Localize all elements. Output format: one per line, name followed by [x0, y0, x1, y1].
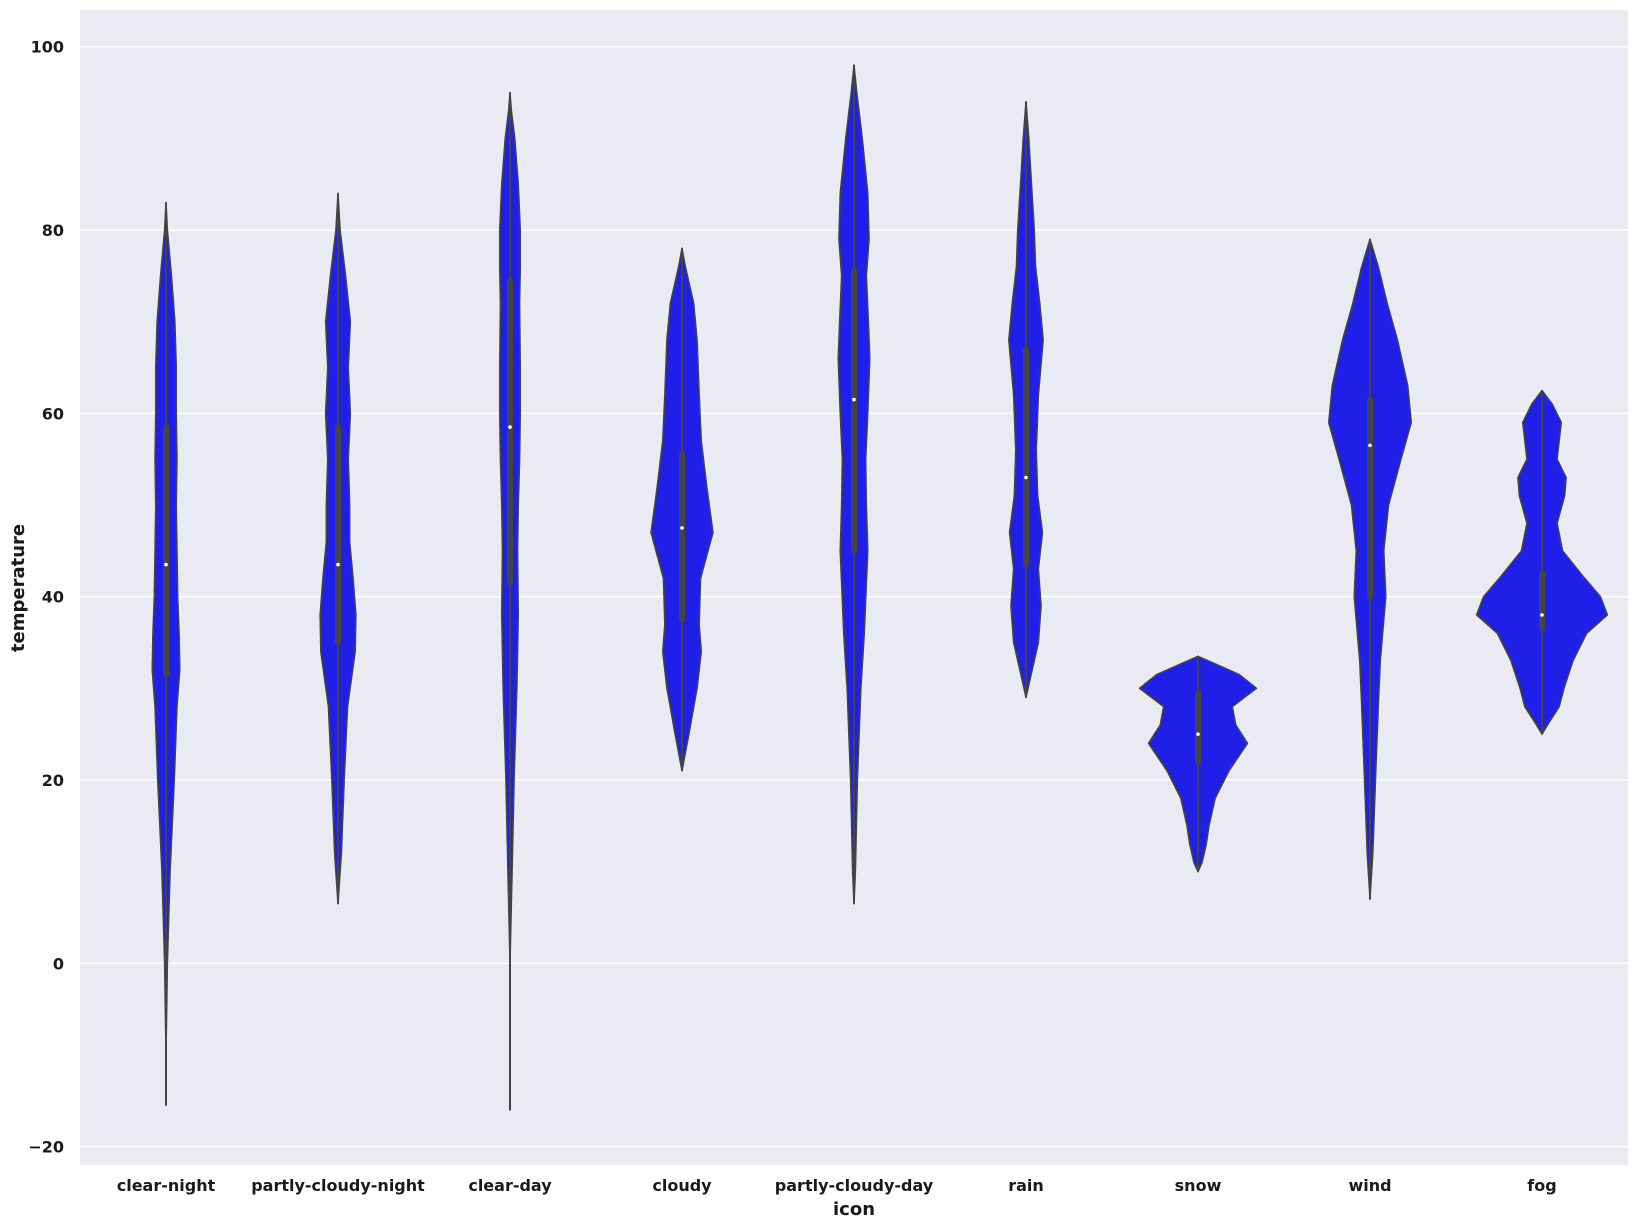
- violin-wind: [1327, 238, 1413, 900]
- violin-partly-cloudy-day: [837, 64, 871, 905]
- violin-median: [680, 526, 684, 530]
- violin-median: [164, 562, 168, 567]
- violin-rain: [1008, 100, 1044, 699]
- violin-median: [508, 425, 512, 429]
- x-tick-label: clear-day: [468, 1176, 552, 1195]
- violins: [151, 64, 1609, 1111]
- x-tick-labels: clear-night partly-cloudy-night clear-day c…: [117, 1176, 1557, 1195]
- y-tick-label: 20: [42, 771, 64, 790]
- x-tick-label: partly-cloudy-day: [775, 1176, 934, 1195]
- x-tick-label: snow: [1175, 1176, 1222, 1195]
- x-axis-label: icon: [833, 1199, 875, 1220]
- x-tick-label: wind: [1348, 1176, 1391, 1195]
- y-tick-label: 100: [31, 38, 64, 57]
- y-tick-label: 80: [42, 221, 64, 240]
- y-tick-label: 40: [42, 588, 64, 607]
- violin-snow: [1138, 655, 1258, 873]
- violin-clear-day: [498, 91, 522, 1111]
- violin-partly-cloudy-night: [319, 192, 357, 905]
- y-axis-label: temperature: [8, 524, 29, 652]
- violin-median: [1024, 475, 1028, 480]
- violin-median: [336, 562, 340, 567]
- y-tick-label: 60: [42, 404, 64, 423]
- violin-median: [1540, 613, 1544, 617]
- violin-fog: [1475, 389, 1609, 735]
- violin-median: [1368, 443, 1372, 448]
- x-tick-label: fog: [1527, 1176, 1556, 1195]
- y-tick-label: 0: [53, 954, 64, 973]
- y-tick-label: −20: [28, 1138, 64, 1157]
- violin-clear-night: [151, 201, 181, 1107]
- x-tick-label: partly-cloudy-night: [251, 1176, 425, 1195]
- x-tick-label: cloudy: [652, 1176, 712, 1195]
- x-tick-label: clear-night: [117, 1176, 216, 1195]
- y-tick-labels: −20 0 20 40 60 80 100: [28, 38, 64, 1157]
- x-tick-label: rain: [1008, 1176, 1044, 1195]
- violin-median: [852, 397, 856, 402]
- violin-median: [1196, 732, 1200, 736]
- violin-cloudy: [650, 247, 714, 772]
